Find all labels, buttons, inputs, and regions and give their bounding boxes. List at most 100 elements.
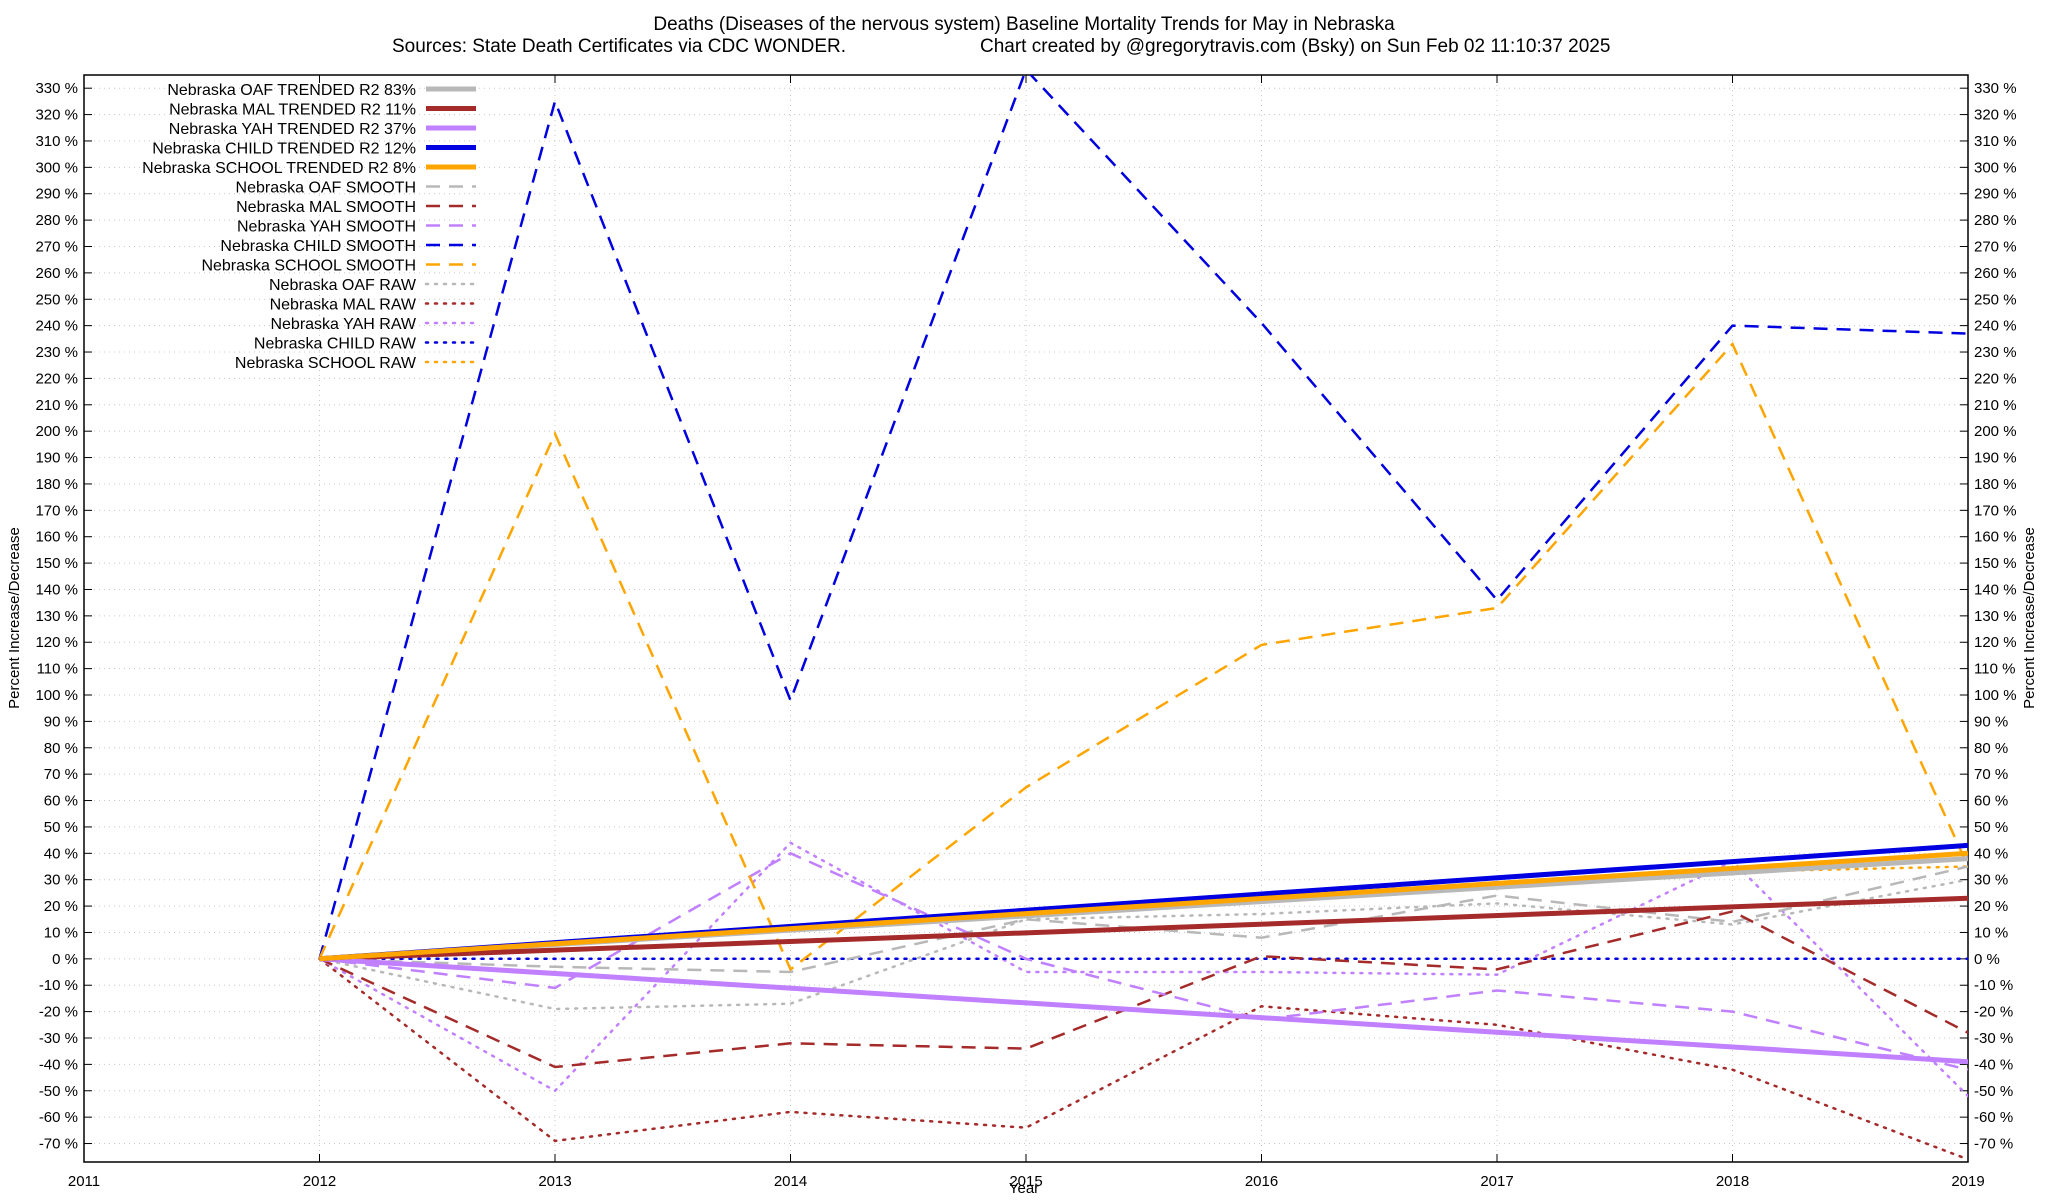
y-tick-label-right: 330 % bbox=[1974, 80, 2017, 97]
nebraska-child-smooth-line bbox=[318, 75, 1968, 960]
y-tick-label-left: 220 % bbox=[35, 370, 78, 387]
legend-label-nebraska-oaf-raw: Nebraska OAF RAW bbox=[269, 277, 417, 294]
y-tick-label-left: 200 % bbox=[35, 423, 78, 440]
y-tick-label-left: 320 % bbox=[35, 107, 78, 124]
y-tick-label-right: 320 % bbox=[1974, 107, 2017, 124]
y-tick-label-left: 250 % bbox=[35, 291, 78, 308]
series-lines bbox=[318, 75, 1968, 1161]
axis-ticks: 2011 2012 2013 2014 2015 2016 2017 2018 2019 -70 … bbox=[35, 75, 2017, 1190]
y-tick-label-left: 140 % bbox=[35, 581, 78, 598]
y-tick-label-right: 170 % bbox=[1974, 502, 2017, 519]
y-tick-label-right: -40 % bbox=[1974, 1056, 2013, 1073]
x-tick-label: 2019 bbox=[1951, 1173, 1984, 1190]
y-tick-label-left: 240 % bbox=[35, 318, 78, 335]
legend-label-nebraska-oaf-trended: Nebraska OAF TRENDED R2 83% bbox=[167, 82, 416, 99]
y-tick-label-left: 120 % bbox=[35, 634, 78, 651]
y-tick-label-right: 300 % bbox=[1974, 159, 2017, 176]
y-tick-label-right: 150 % bbox=[1974, 555, 2017, 572]
y-tick-label-right: 40 % bbox=[1974, 845, 2008, 862]
y-tick-label-left: 230 % bbox=[35, 344, 78, 361]
y-tick-label-left: 40 % bbox=[44, 845, 78, 862]
x-tick-label: 2012 bbox=[303, 1173, 336, 1190]
y-tick-label-right: 310 % bbox=[1974, 133, 2017, 150]
y-tick-label-right: 270 % bbox=[1974, 238, 2017, 255]
nebraska-yah-trended-line bbox=[319, 956, 1968, 1065]
y-tick-label-left: 210 % bbox=[35, 397, 78, 414]
y-tick-label-left: 50 % bbox=[44, 819, 78, 836]
y-tick-label-right: 290 % bbox=[1974, 186, 2017, 203]
y-tick-label-right: 80 % bbox=[1974, 740, 2008, 757]
y-tick-label-right: -10 % bbox=[1974, 977, 2013, 994]
y-tick-label-right: 50 % bbox=[1974, 819, 2008, 836]
legend-label-nebraska-mal-raw: Nebraska MAL RAW bbox=[270, 297, 417, 314]
legend-label-nebraska-yah-raw: Nebraska YAH RAW bbox=[270, 316, 416, 333]
y-tick-label-right: 130 % bbox=[1974, 608, 2017, 625]
chart-subtitle-credit: Chart created by @gregorytravis.com (Bsk… bbox=[980, 36, 1610, 57]
nebraska-yah-raw-line bbox=[318, 841, 1968, 1098]
y-tick-label-left: 160 % bbox=[35, 529, 78, 546]
y-tick-label-left: 150 % bbox=[35, 555, 78, 572]
y-tick-label-left: 270 % bbox=[35, 238, 78, 255]
y-tick-label-left: 190 % bbox=[35, 450, 78, 467]
y-tick-label-right: 200 % bbox=[1974, 423, 2017, 440]
x-tick-label: 2016 bbox=[1245, 1173, 1278, 1190]
y-tick-label-right: 160 % bbox=[1974, 529, 2017, 546]
legend-label-nebraska-school-raw: Nebraska SCHOOL RAW bbox=[235, 355, 417, 372]
legend-label-nebraska-mal-smooth: Nebraska MAL SMOOTH bbox=[236, 199, 416, 216]
x-tick-label: 2018 bbox=[1716, 1173, 1749, 1190]
x-tick-label: 2017 bbox=[1480, 1173, 1513, 1190]
y-tick-label-right: -20 % bbox=[1974, 1004, 2013, 1021]
y-tick-label-left: 310 % bbox=[35, 133, 78, 150]
legend-label-nebraska-child-trended: Nebraska CHILD TRENDED R2 12% bbox=[152, 141, 416, 158]
nebraska-school-smooth-line bbox=[318, 341, 1968, 972]
y-tick-label-right: 230 % bbox=[1974, 344, 2017, 361]
y-tick-label-left: 20 % bbox=[44, 898, 78, 915]
y-tick-label-left: 70 % bbox=[44, 766, 78, 783]
nebraska-mal-smooth-line bbox=[318, 910, 1968, 1069]
y-tick-label-left: -40 % bbox=[39, 1056, 78, 1073]
y-tick-label-right: 10 % bbox=[1974, 924, 2008, 941]
y-tick-label-left: 110 % bbox=[37, 661, 78, 678]
x-tick-label: 2014 bbox=[774, 1173, 807, 1190]
y-tick-label-left: 300 % bbox=[35, 159, 78, 176]
y-tick-label-left: 130 % bbox=[35, 608, 78, 625]
y-tick-label-right: 210 % bbox=[1974, 397, 2017, 414]
legend-label-nebraska-school-trended: Nebraska SCHOOL TRENDED R2 8% bbox=[142, 160, 416, 177]
y-tick-label-right: 250 % bbox=[1974, 291, 2017, 308]
y-tick-label-right: 20 % bbox=[1974, 898, 2008, 915]
legend: Nebraska OAF TRENDED R2 83% Nebraska MAL … bbox=[142, 82, 478, 372]
y-tick-label-right: 190 % bbox=[1974, 450, 2017, 467]
legend-label-nebraska-yah-trended: Nebraska YAH TRENDED R2 37% bbox=[169, 121, 416, 138]
legend-label-nebraska-school-smooth: Nebraska SCHOOL SMOOTH bbox=[201, 258, 416, 275]
y-tick-label-left: -20 % bbox=[39, 1004, 78, 1021]
y-tick-label-right: -30 % bbox=[1974, 1030, 2013, 1047]
nebraska-yah-smooth-line bbox=[319, 851, 1968, 1071]
y-tick-label-right: 100 % bbox=[1974, 687, 2017, 704]
y-tick-label-left: 0 % bbox=[52, 951, 78, 968]
y-tick-label-right: 220 % bbox=[1974, 370, 2017, 387]
gridlines bbox=[84, 75, 1968, 1162]
y-tick-label-right: 240 % bbox=[1974, 318, 2017, 335]
y-tick-label-left: 330 % bbox=[35, 80, 78, 97]
y-tick-label-right: -50 % bbox=[1974, 1083, 2013, 1100]
x-axis-title: Year bbox=[1009, 1180, 1039, 1197]
y-tick-label-left: 260 % bbox=[35, 265, 78, 282]
y-tick-label-left: -30 % bbox=[39, 1030, 78, 1047]
y-tick-label-left: 100 % bbox=[35, 687, 78, 704]
y-tick-label-right: 90 % bbox=[1974, 713, 2008, 730]
y-tick-label-right: 280 % bbox=[1974, 212, 2017, 229]
y-tick-label-left: -50 % bbox=[39, 1083, 78, 1100]
legend-label-nebraska-child-raw: Nebraska CHILD RAW bbox=[254, 336, 417, 353]
y-tick-label-left: -10 % bbox=[39, 977, 78, 994]
y-tick-label-right: 260 % bbox=[1974, 265, 2017, 282]
chart-subtitle-sources: Sources: State Death Certificates via CD… bbox=[392, 36, 846, 57]
nebraska-oaf-raw-line bbox=[318, 878, 1968, 1011]
y-tick-label-left: 280 % bbox=[35, 212, 78, 229]
y-tick-label-left: 10 % bbox=[44, 924, 78, 941]
y-tick-label-right: 110 % bbox=[1974, 661, 2015, 678]
x-tick-label: 2015 bbox=[1009, 1173, 1042, 1190]
legend-label-nebraska-mal-trended: Nebraska MAL TRENDED R2 11% bbox=[169, 102, 416, 119]
nebraska-school-trended-line bbox=[319, 850, 1968, 962]
y-tick-label-left: 170 % bbox=[35, 502, 78, 519]
